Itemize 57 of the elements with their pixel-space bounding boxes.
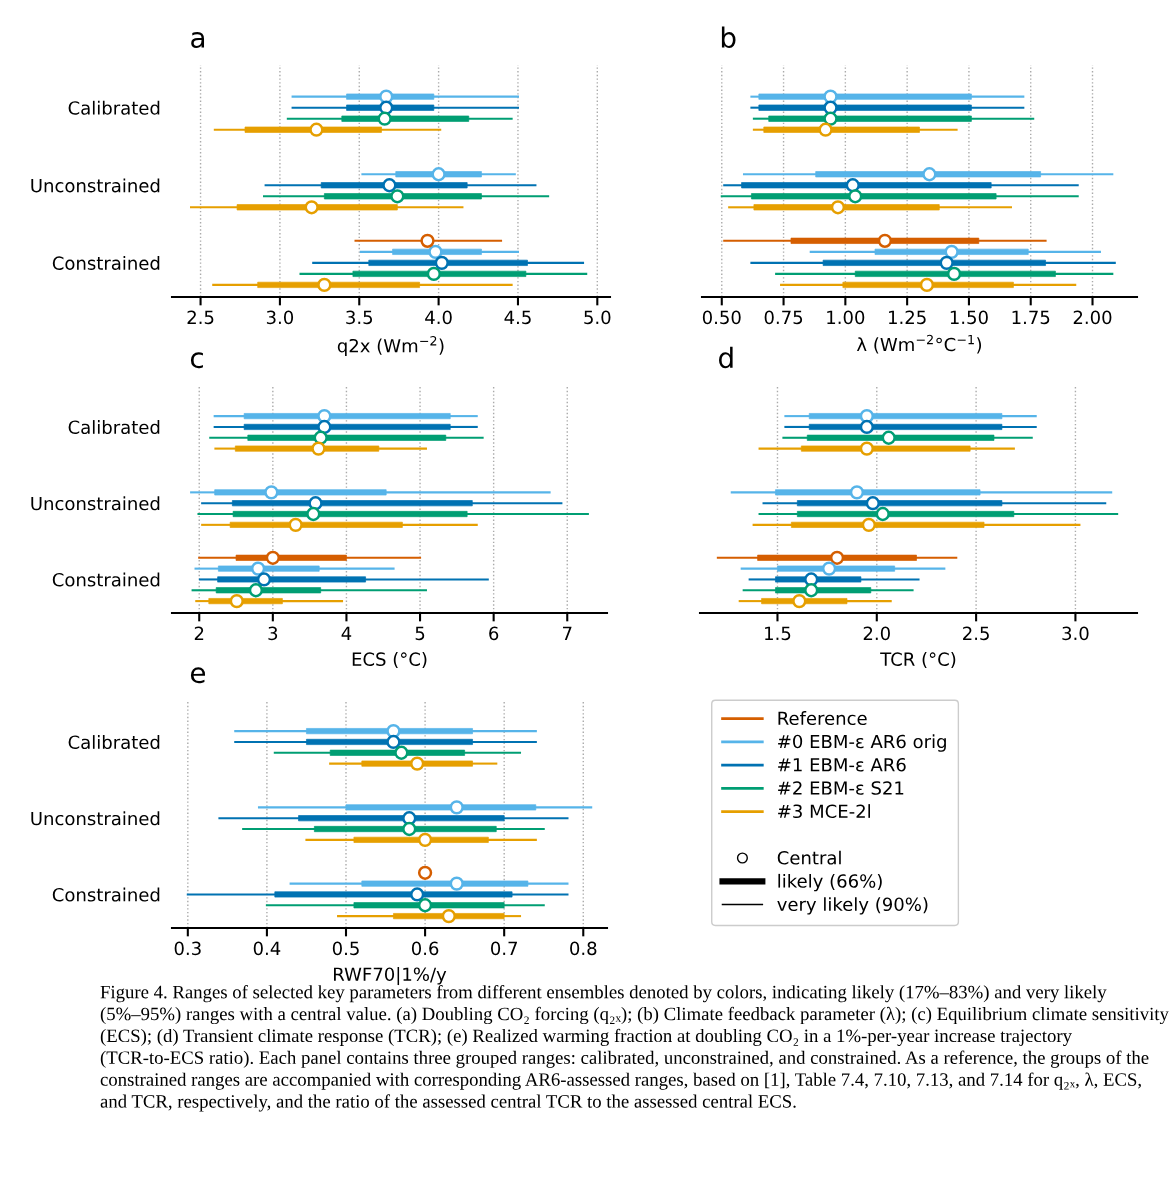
legend-label: #3 MCE-2l: [778, 804, 870, 819]
x-tick-label: 0.8: [570, 941, 597, 956]
legend-label: #1 EBM-ε AR6: [778, 757, 906, 772]
chart-title: c: [190, 352, 203, 369]
x-tick-label: 3: [268, 626, 278, 641]
x-tick-label: 0.4: [253, 941, 281, 956]
x-tick-label: 1.50: [950, 310, 988, 325]
x-tick-label: 4: [341, 626, 352, 640]
legend-label: #2 EBM-ε S21: [778, 781, 904, 795]
x-axis-title: RWF70|1%/y: [334, 967, 447, 986]
x-tick-label: 0.7: [491, 941, 517, 956]
chart-title: d: [719, 346, 733, 369]
x-tick-label: 3.0: [266, 310, 294, 325]
x-tick-label: 1.00: [827, 310, 865, 325]
text: likely (66%): [778, 873, 882, 892]
x-tick-label: 2.5: [187, 310, 214, 325]
x-tick-label: 2.0: [863, 626, 890, 641]
y-tick-label: Calibrated: [68, 735, 160, 750]
text: Central: [777, 850, 841, 865]
x-axis-title: q2x (Wm$^{−2}$): [337, 336, 444, 357]
x-tick-label: 4.5: [504, 310, 531, 325]
y-tick-label: Constrained: [52, 887, 160, 902]
y-tick-label: Calibrated: [68, 100, 160, 115]
text: very likely (90%): [777, 897, 928, 915]
legend-label: Reference: [778, 711, 867, 726]
caption: Figure 4. Ranges of selected key parameters from different ensembles denoted by colors, indicating likely (17%–83%) and very likely (5%–95%) ranges with a central value. (a) Doubling CO₂ forcing (q₂ₓ); (b) Climate feedback parameter (λ); (c) Equilibrium climate sensitivity (ECS); (d) Transient climate response (TCR); (e) Realized warming fraction at doubling CO₂ in a 1%-per-year increase trajectory (TCR-to-ECS ratio). Each panel contains three grouped ranges: calibrated, unconstrained, and constrained. As a reference, the groups of the constrained ranges are accompanied with corresponding AR6-assessed ranges, based on [1], Table 7.4, 7.10, 7.13, and 7.14 for q₂ₓ, λ, ECS, and TCR, respectively, and the ratio of the assessed central TCR to the assessed central ECS.: [100, 985, 1169, 1112]
x-tick-label: 1.25: [889, 310, 926, 325]
y-tick-label: Unconstrained: [31, 178, 160, 193]
y-tick-label: Unconstrained: [31, 496, 160, 511]
x-tick-label: 3.5: [346, 310, 373, 325]
x-tick-label: 6: [489, 626, 499, 641]
x-tick-label: 1.75: [1012, 310, 1050, 325]
x-tick-label: 0.3: [174, 941, 201, 956]
x-tick-label: 2: [194, 626, 204, 640]
y-tick-label: Constrained: [52, 256, 160, 270]
x-tick-label: 2.00: [1073, 310, 1112, 325]
x-tick-label: 1.5: [765, 626, 791, 641]
y-tick-label: Constrained: [52, 572, 160, 587]
x-axis-title: ECS (°C): [352, 652, 427, 669]
y-tick-label: Unconstrained: [31, 811, 160, 826]
x-tick-label: 0.75: [764, 310, 803, 325]
chart-title: a: [191, 32, 205, 49]
x-tick-label: 5: [415, 626, 425, 641]
x-axis-title: λ (Wm$^{−2}$°C$^{−1}$): [856, 334, 982, 354]
x-tick-label: 0.50: [702, 310, 741, 325]
x-axis-title: TCR (°C): [880, 652, 956, 669]
chart-title: b: [721, 26, 736, 49]
x-tick-label: 2.5: [963, 626, 989, 641]
x-tick-label: 4.0: [425, 310, 452, 325]
x-tick-label: 0.6: [411, 941, 439, 956]
chart-title: e: [190, 667, 206, 684]
y-tick-label: Calibrated: [68, 420, 160, 435]
x-tick-label: 3.0: [1062, 626, 1089, 641]
x-tick-label: 7: [562, 626, 572, 640]
x-tick-label: 0.5: [332, 941, 359, 956]
legend-label: #0 EBM-ε AR6 orig: [778, 734, 946, 752]
x-tick-label: 5.0: [584, 310, 611, 325]
